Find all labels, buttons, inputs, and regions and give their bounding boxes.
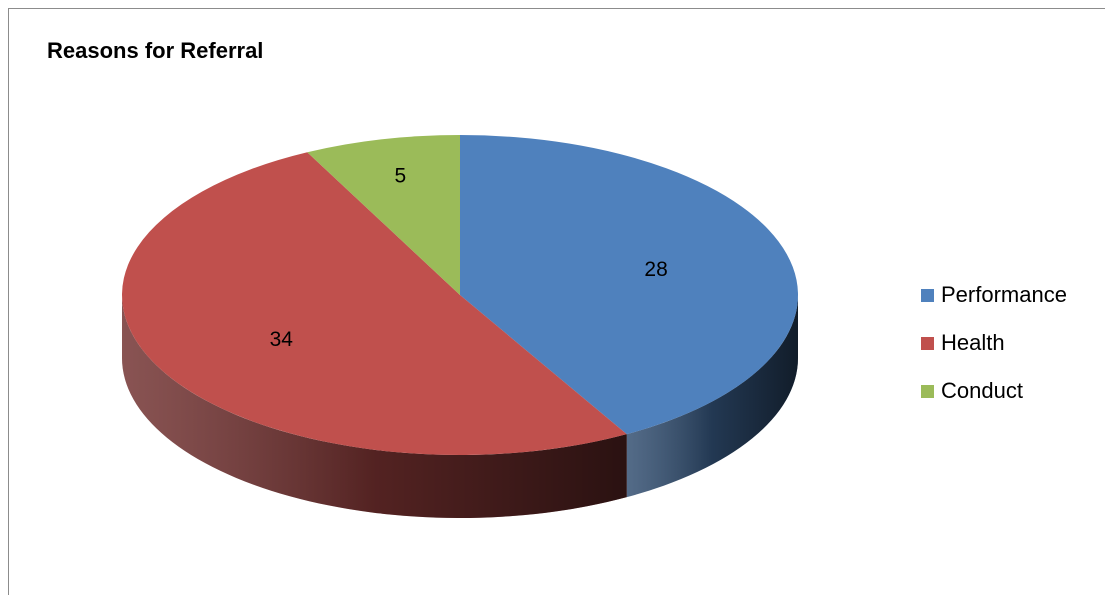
legend-item-health: Health bbox=[921, 319, 1067, 367]
pie-side-shade-performance bbox=[626, 295, 799, 498]
legend-label-performance: Performance bbox=[941, 282, 1067, 307]
legend: Performance Health Conduct bbox=[921, 271, 1067, 415]
legend-item-conduct: Conduct bbox=[921, 367, 1067, 415]
data-label-conduct: 5 bbox=[394, 164, 406, 187]
chart-title: Reasons for Referral bbox=[47, 38, 264, 63]
pie-side-shade-health bbox=[122, 295, 627, 519]
legend-label-health: Health bbox=[941, 330, 1005, 355]
legend-item-performance: Performance bbox=[921, 271, 1067, 319]
pie-slice-performance bbox=[460, 135, 799, 435]
pie-slice-health bbox=[122, 152, 627, 455]
legend-swatch-conduct bbox=[921, 384, 934, 398]
pie-slice-conduct bbox=[307, 135, 460, 295]
legend-swatch-performance bbox=[921, 288, 934, 302]
legend-swatch-health bbox=[921, 336, 934, 350]
data-label-performance: 28 bbox=[644, 258, 667, 281]
legend-label-conduct: Conduct bbox=[941, 378, 1023, 403]
data-label-health: 34 bbox=[270, 328, 294, 351]
